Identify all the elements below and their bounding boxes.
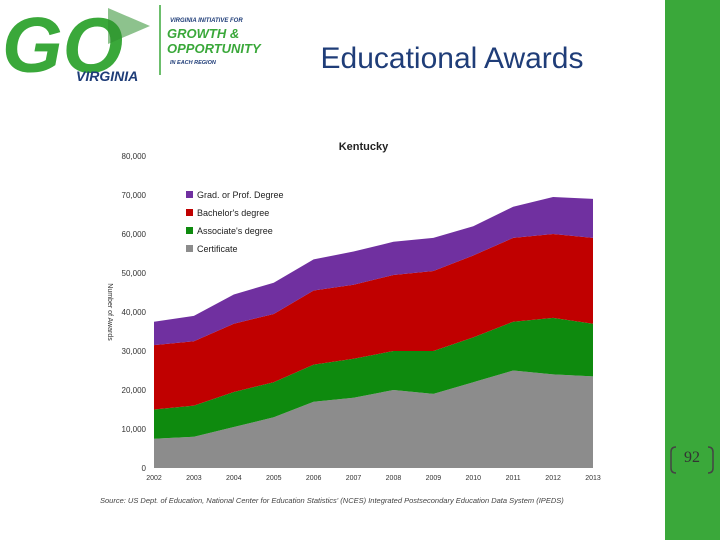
x-tick-label: 2010 [465,475,481,482]
y-tick-label: 70,000 [122,191,147,200]
legend-label: Bachelor's degree [197,208,269,218]
legend-label: Grad. or Prof. Degree [197,190,284,200]
y-tick-label: 60,000 [122,230,147,239]
logo-wordmark: GO [2,1,123,85]
legend-label: Associate's degree [197,226,273,236]
y-tick-label: 30,000 [122,347,147,356]
x-tick-label: 2005 [266,475,282,482]
logo-tagline-line2: OPPORTUNITY [167,41,262,56]
logo-tagline-bottom: IN EACH REGION [170,60,217,66]
chart-title: Kentucky [339,141,389,153]
green-sidebar [665,0,720,540]
page-number: 92 [684,449,700,466]
logo-sub-wordmark: VIRGINIA [76,68,138,84]
legend-swatch [186,209,193,216]
area-series-bachelor-s-degree [154,234,593,410]
logo-tagline-top: VIRGINIA INITIATIVE FOR [170,18,243,24]
legend-label: Certificate [197,244,238,254]
x-tick-label: 2006 [306,475,322,482]
y-tick-label: 20,000 [122,386,147,395]
area-series-grad-or-prof-degree [154,196,593,346]
go-virginia-logo: GO VIRGINIA VIRGINIA INITIATIVE FOR GROW… [0,0,300,89]
logo-arrow-icon [108,8,150,44]
logo-tagline-line1: GROWTH & [167,26,239,41]
page-number-bracket-icon [670,446,714,474]
y-tick-label: 40,000 [122,308,147,317]
x-tick-label: 2003 [186,475,202,482]
chart-card: Kentucky 0 10,000 20,000 30,000 40,000 50,000 6… [98,130,606,510]
x-tick-label: 2011 [506,475,521,482]
slide-title: Educational Awards [320,42,584,75]
legend-swatch [186,191,193,198]
area-series-associate-s-degree [154,317,593,439]
chart-source-note: Source: US Dept. of Education, National … [100,496,564,505]
y-axis-label: Number of Awards [106,283,113,341]
y-tick-label: 10,000 [122,425,147,434]
y-tick-label: 80,000 [122,152,147,161]
area-series-certificate [154,370,593,468]
x-tick-label: 2013 [585,475,601,482]
stacked-area-chart: Kentucky 0 10,000 20,000 30,000 40,000 50,000 6… [106,141,601,482]
x-tick-label: 2012 [545,475,561,482]
x-tick-label: 2004 [226,475,242,482]
y-tick-label: 0 [142,464,147,473]
y-tick-label: 50,000 [122,269,147,278]
x-tick-label: 2009 [426,475,442,482]
legend-swatch [186,245,193,252]
x-tick-label: 2002 [146,475,162,482]
x-tick-label: 2007 [346,475,362,482]
legend-swatch [186,227,193,234]
x-tick-label: 2008 [386,475,402,482]
